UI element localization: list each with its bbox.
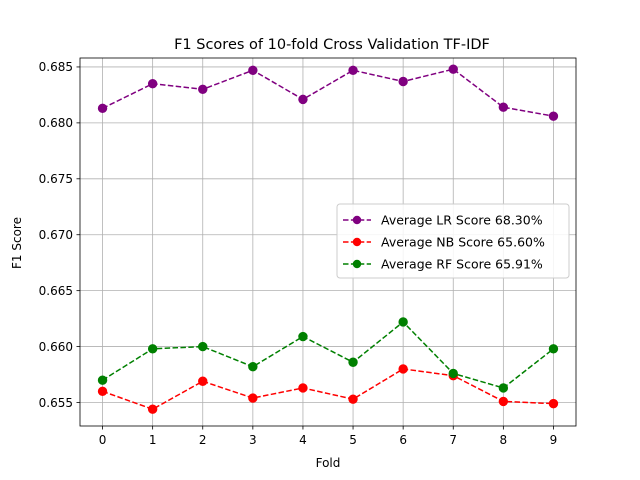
- data-point: [398, 76, 408, 87]
- data-point: [97, 375, 108, 385]
- plot-frame: [79, 57, 577, 427]
- data-point: [198, 84, 208, 95]
- series-line: [102, 68, 554, 117]
- series-group: [97, 317, 559, 393]
- x-tick-label: 2: [199, 433, 207, 447]
- y-axis-label: F1 Score: [10, 217, 24, 269]
- y-tick-label: 0.670: [39, 228, 73, 242]
- legend: Average LR Score 68.30% Average NB Score …: [336, 203, 570, 279]
- data-point: [498, 396, 509, 407]
- x-tick-label: 4: [299, 433, 307, 447]
- chart-title: F1 Scores of 10-fold Cross Validation TF…: [174, 37, 490, 53]
- x-tick-label: 0: [99, 433, 107, 447]
- data-point: [97, 386, 108, 397]
- legend-box: [336, 203, 570, 279]
- x-axis-label: Fold: [316, 456, 341, 470]
- x-tick-label: 7: [449, 433, 457, 447]
- x-tick-label: 6: [399, 433, 407, 447]
- y-tick-label: 0.665: [39, 284, 73, 298]
- data-point: [248, 393, 258, 403]
- data-point: [348, 357, 358, 367]
- y-tick-label: 0.680: [39, 116, 73, 130]
- data-point: [398, 364, 408, 374]
- data-point: [298, 383, 308, 393]
- data-point: [248, 362, 258, 372]
- data-point: [548, 344, 559, 354]
- x-tick-label: 5: [349, 433, 357, 447]
- data-point: [448, 368, 458, 379]
- data-point: [498, 102, 509, 112]
- data-point: [348, 65, 358, 76]
- data-point: [147, 404, 158, 414]
- data-point: [498, 383, 509, 393]
- data-point: [448, 64, 458, 74]
- axes: 0 1 2 3 4 5 6 7 8 9 0.655 0.660 0.665 0.670 0.675 0.680…: [39, 57, 577, 447]
- x-tick-label: 8: [500, 433, 508, 447]
- data-point: [97, 103, 108, 114]
- legend-swatch-marker: [352, 215, 362, 225]
- data-point: [548, 398, 559, 409]
- legend-label: Average LR Score 68.30%: [381, 213, 543, 228]
- y-tick-label: 0.685: [39, 60, 73, 74]
- data-point: [198, 341, 208, 352]
- series-line: [102, 368, 554, 411]
- x-tick-label: 3: [249, 433, 257, 447]
- legend-swatch-marker: [352, 259, 362, 269]
- data-point: [298, 94, 308, 105]
- series-group: [97, 64, 559, 121]
- y-tick-label: 0.655: [39, 396, 73, 410]
- series-group: [97, 364, 559, 414]
- legend-swatch-marker: [352, 237, 362, 247]
- data-point: [147, 79, 158, 89]
- data-point: [198, 376, 208, 386]
- series-line: [102, 320, 554, 389]
- legend-label: Average RF Score 65.91%: [381, 257, 543, 272]
- y-tick-label: 0.675: [39, 172, 73, 186]
- data-point: [298, 331, 308, 342]
- data-point: [248, 65, 258, 76]
- legend-label: Average NB Score 65.60%: [381, 235, 545, 250]
- series-lines: [97, 64, 559, 414]
- x-tick-label: 9: [550, 433, 558, 447]
- data-point: [348, 394, 358, 404]
- y-tick-label: 0.660: [39, 340, 73, 354]
- data-point: [147, 344, 158, 354]
- data-point: [398, 317, 408, 327]
- x-tick-label: 1: [149, 433, 157, 447]
- data-point: [548, 111, 559, 121]
